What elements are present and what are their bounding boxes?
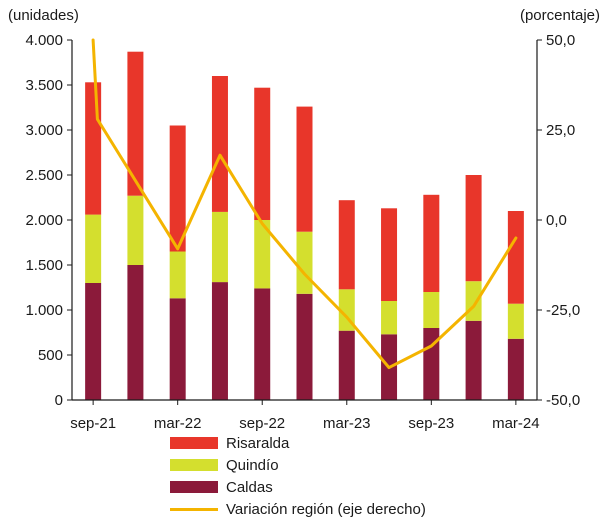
legend-swatch-caldas	[170, 481, 218, 493]
x-tick-label: mar-24	[492, 415, 540, 432]
x-tick-label: mar-23	[323, 415, 371, 432]
bar-risaralda-sep-23	[423, 194, 440, 292]
bar-risaralda-mar-23	[338, 200, 355, 290]
legend-label-variacion: Variación región (eje derecho)	[226, 500, 426, 518]
legend-item-caldas: Caldas	[170, 476, 570, 498]
bar-quindio-sep-23	[423, 292, 440, 328]
y-left-tick-label: 4.000	[25, 32, 63, 49]
line-variacion-region	[91, 38, 518, 370]
bar-quindio-sep-22	[254, 220, 271, 289]
y-right-tick-label: 50,0	[546, 32, 575, 49]
y-left-tick-label: 500	[38, 347, 63, 364]
bar-quindio-sep-21	[85, 214, 102, 283]
y-left-tick-label: 0	[55, 392, 63, 409]
bar-quindio-jun-22	[211, 211, 228, 283]
y-right-axis-label: (porcentaje)	[520, 7, 600, 24]
legend-swatch-quindio	[170, 459, 218, 471]
bar-risaralda-sep-21	[85, 82, 102, 215]
bar-risaralda-mar-22	[169, 125, 186, 252]
legend-item-quindio: Quindío	[170, 454, 570, 476]
bar-quindio-dic-21	[127, 195, 144, 265]
axes-group: 0 500 1.000 1.500 2.000 2.500 3.000 3.500 4.000 -…	[25, 32, 580, 432]
y-right-tick-label: 25,0	[546, 122, 575, 139]
bar-risaralda-sep-22	[254, 87, 271, 220]
bar-caldas-dic-23	[465, 320, 482, 400]
legend-label-risaralda: Risaralda	[226, 434, 290, 452]
y-left-tick-label: 3.000	[25, 122, 63, 139]
bar-caldas-dic-22	[296, 293, 313, 400]
legend-label-caldas: Caldas	[226, 478, 273, 496]
bar-caldas-sep-22	[254, 288, 271, 400]
bar-caldas-mar-23	[338, 330, 355, 400]
bar-caldas-mar-24	[507, 338, 524, 400]
bar-quindio-mar-22	[169, 251, 186, 299]
y-right-tick-label: -25,0	[546, 302, 580, 319]
legend: Risaralda Quindío Caldas Variación regió…	[170, 432, 570, 520]
y-left-tick-label: 2.000	[25, 212, 63, 229]
bar-quindio-mar-24	[507, 303, 524, 339]
y-left-tick-label: 1.500	[25, 257, 63, 274]
bar-caldas-mar-22	[169, 298, 186, 400]
bar-caldas-dic-21	[127, 265, 144, 400]
y-left-tick-label: 2.500	[25, 167, 63, 184]
legend-label-quindio: Quindío	[226, 456, 279, 474]
x-tick-label: mar-22	[154, 415, 202, 432]
x-tick-label: sep-22	[239, 415, 285, 432]
line-series-group	[91, 38, 518, 370]
legend-item-variacion: Variación región (eje derecho)	[170, 498, 570, 520]
y-right-tick-label: -50,0	[546, 392, 580, 409]
y-left-axis-label: (unidades)	[8, 7, 79, 24]
bar-caldas-jun-22	[211, 282, 228, 400]
y-left-tick-label: 3.500	[25, 77, 63, 94]
bar-quindio-jun-23	[381, 301, 398, 335]
bar-risaralda-dic-23	[465, 175, 482, 282]
bar-caldas-sep-21	[85, 283, 102, 400]
bar-quindio-dic-23	[465, 281, 482, 321]
bar-caldas-sep-23	[423, 328, 440, 400]
y-left-tick-label: 1.000	[25, 302, 63, 319]
bars-group	[85, 51, 524, 400]
legend-swatch-variacion	[170, 507, 218, 511]
x-tick-label: sep-21	[70, 415, 116, 432]
bar-risaralda-dic-22	[296, 106, 313, 232]
legend-swatch-risaralda	[170, 437, 218, 449]
bar-risaralda-dic-21	[127, 51, 144, 196]
bar-risaralda-jun-23	[381, 208, 398, 301]
bar-risaralda-mar-24	[507, 211, 524, 304]
x-tick-label: sep-23	[408, 415, 454, 432]
legend-item-risaralda: Risaralda	[170, 432, 570, 454]
bar-quindio-dic-22	[296, 231, 313, 294]
y-right-tick-label: 0,0	[546, 212, 567, 229]
bar-risaralda-jun-22	[211, 76, 228, 212]
